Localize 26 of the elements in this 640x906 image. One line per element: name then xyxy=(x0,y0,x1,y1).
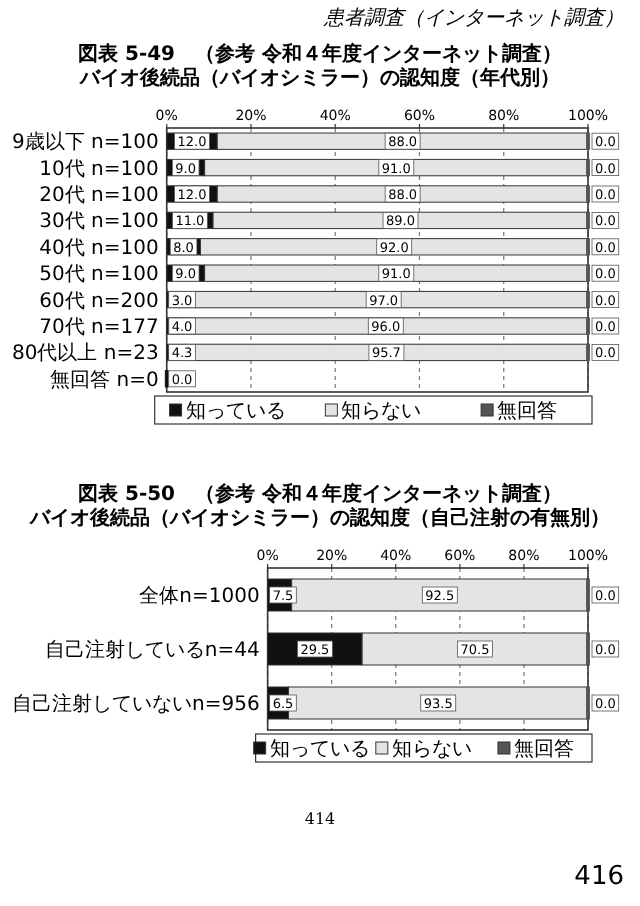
y-tick-label: 10代 n=100 xyxy=(39,158,159,181)
chart-title: 図表 5-49 （参考 令和４年度インターネット調査） xyxy=(78,42,562,66)
text: 患者調査（インターネット調査） xyxy=(322,6,624,30)
y-tick-label: 80代以上 n=23 xyxy=(12,341,159,366)
y-tick-label: 自己注射しているn=44 xyxy=(44,638,260,662)
legend-label: 無回答 xyxy=(513,737,574,761)
y-tick-label: 50代 n=100 xyxy=(39,264,159,287)
y-tick-label: 9歳以下 n=100 xyxy=(12,130,159,155)
y-tick-label: 70代 n=177 xyxy=(39,317,159,339)
legend-label: 知っている xyxy=(185,399,286,423)
chart-subtitle: バイオ後続品（バイオシミラー）の認知度（年代別） xyxy=(78,66,560,90)
y-tick-label: 30代 n=100 xyxy=(39,211,159,234)
y-tick-label: 自己注射していないn=956 xyxy=(12,692,260,716)
legend-label: 知っている xyxy=(269,737,370,761)
legend-label: 知らない xyxy=(391,737,472,761)
chart-title: 図表 5-50 （参考 令和４年度インターネット調査） xyxy=(78,482,562,506)
y-tick-label: 無回答 n=0 xyxy=(50,367,159,392)
legend-label: 無回答 xyxy=(497,399,558,423)
y-tick-label: 40代 n=100 xyxy=(39,237,159,260)
y-tick-label: 60代 n=200 xyxy=(39,290,159,313)
legend-label: 知らない xyxy=(341,399,422,423)
text: 414 xyxy=(304,810,336,828)
text: 416 xyxy=(574,862,624,892)
chart-subtitle: バイオ後続品（バイオシミラー）の認知度（自己注射の有無別） xyxy=(28,506,610,530)
y-tick-label: 20代 n=100 xyxy=(39,185,159,207)
y-tick-label: 全体n=1000 xyxy=(139,584,260,608)
